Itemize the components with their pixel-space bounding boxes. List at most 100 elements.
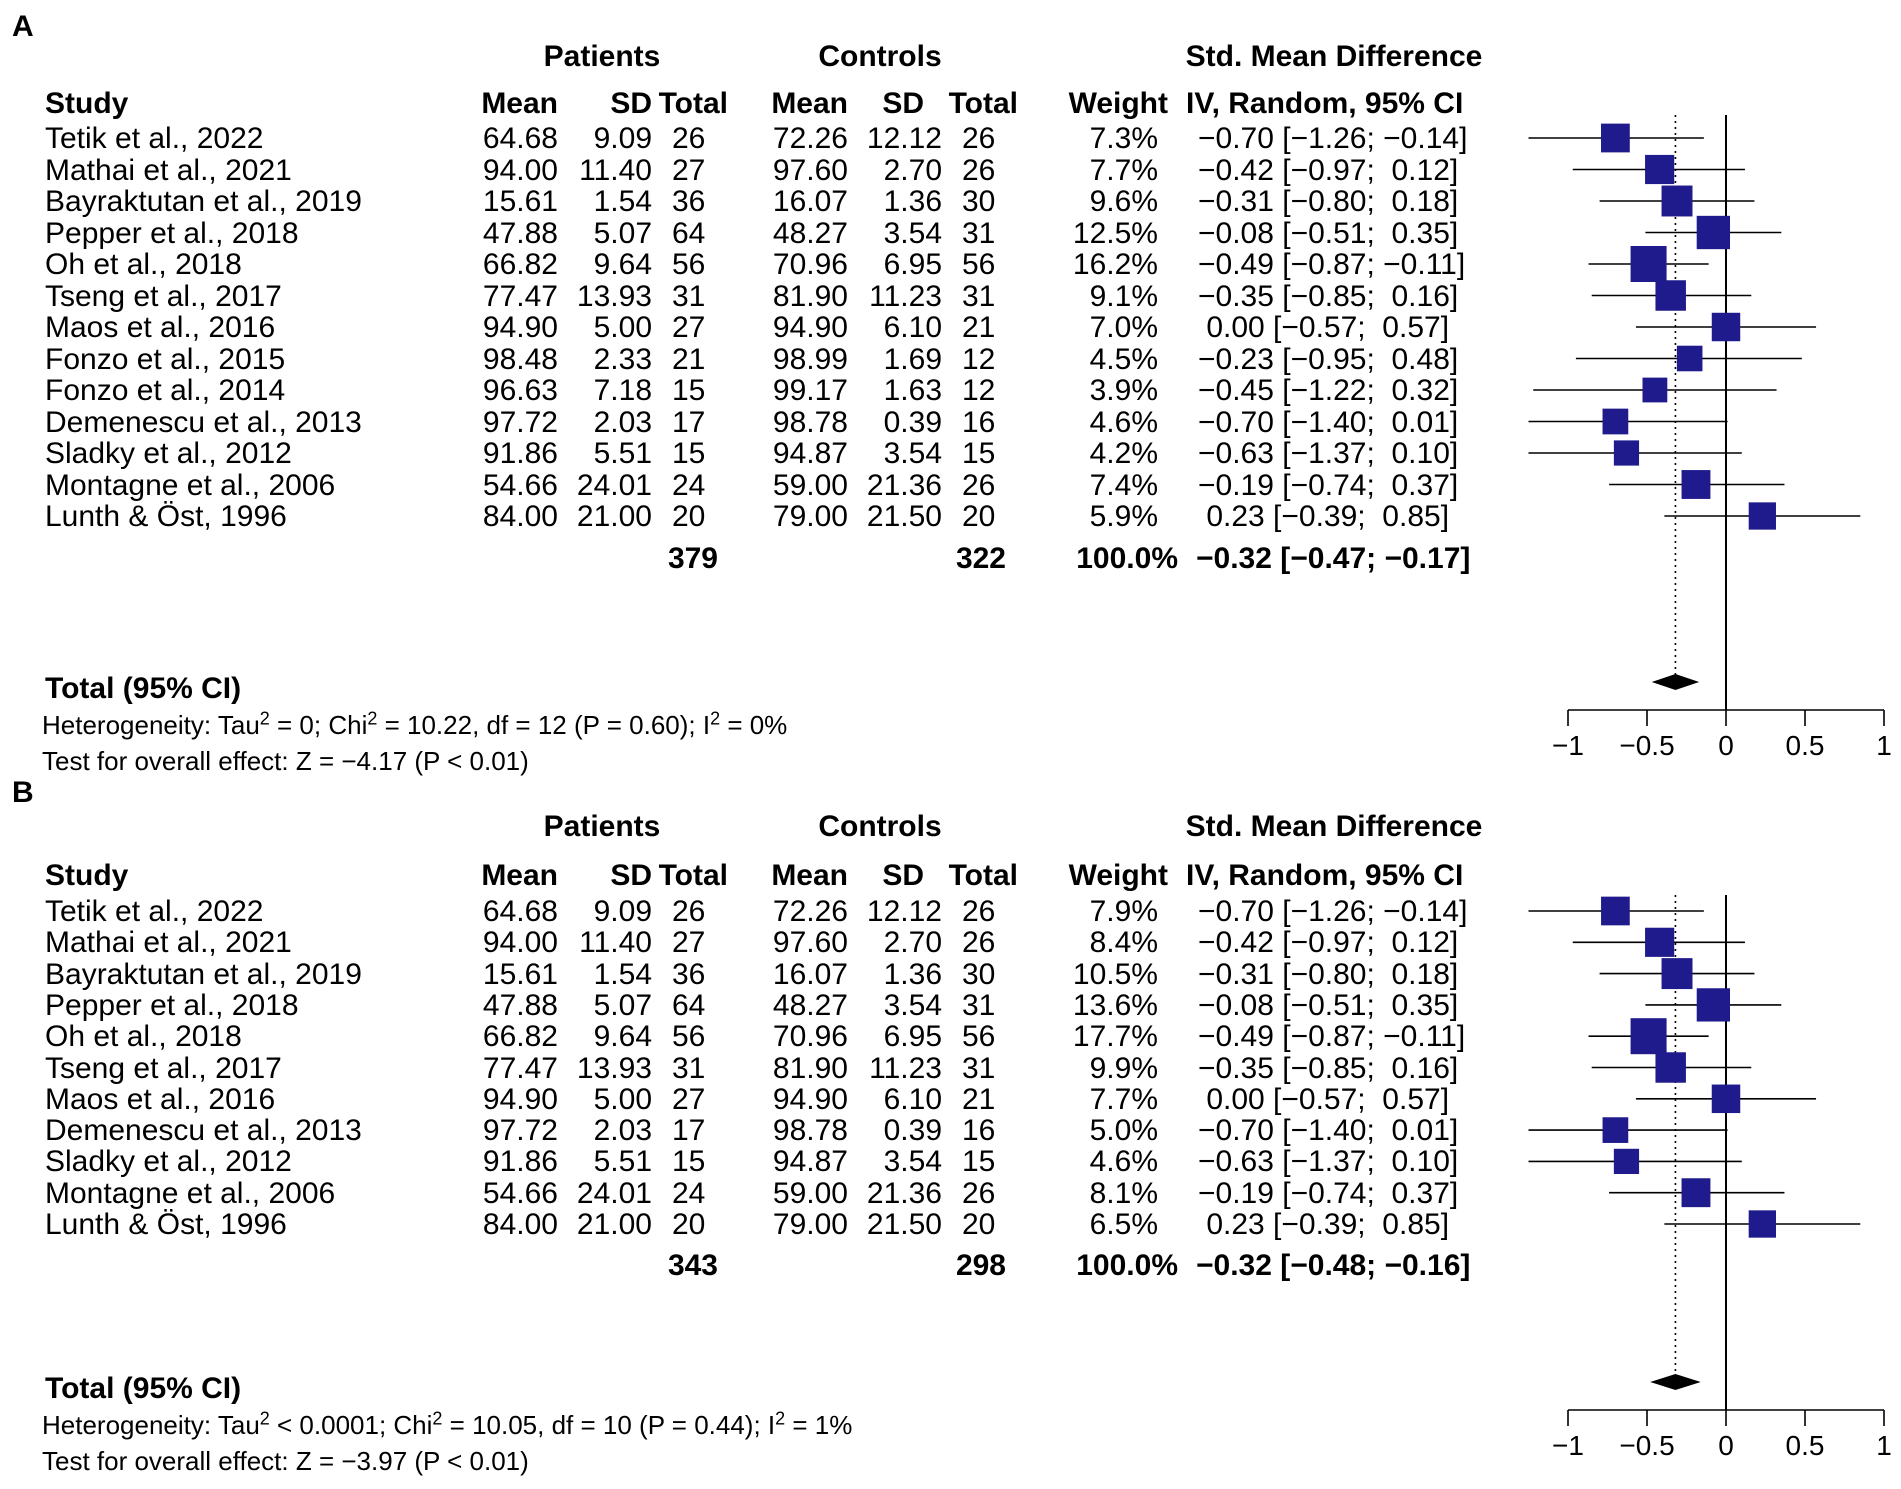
study-effect-square <box>1613 1148 1640 1175</box>
controls-sd: 21.50 <box>866 500 942 533</box>
patients-sd: 2.03 <box>593 1114 652 1148</box>
effect-ci-value: −0.63 [−1.37; 0.10] <box>1198 1145 1459 1179</box>
patients-mean: 84.00 <box>482 500 558 533</box>
superscript-two: 2 <box>259 708 270 729</box>
study-name: Maos et al., 2016 <box>45 1082 276 1116</box>
controls-mean: 97.60 <box>772 153 848 187</box>
patients-total: 17 <box>672 405 706 439</box>
patients-mean: 98.48 <box>482 342 558 376</box>
patients-total: 64 <box>672 216 706 250</box>
effect-ci-value: 0.23 [−0.39; 0.85] <box>1198 500 1450 533</box>
controls-total: 26 <box>962 1176 996 1210</box>
patients-mean: 77.47 <box>482 279 558 313</box>
patients-mean: 94.90 <box>482 1082 558 1116</box>
patients-mean: 64.68 <box>482 122 558 155</box>
controls-total: 26 <box>962 468 996 502</box>
col-header-controls-total: Total <box>948 859 1018 892</box>
controls-total: 30 <box>962 957 996 991</box>
patients-total-sum: 343 <box>667 1249 718 1283</box>
superscript-two: 2 <box>367 708 378 729</box>
patients-sd: 1.54 <box>593 957 652 991</box>
controls-sd: 1.69 <box>883 342 942 376</box>
controls-mean: 72.26 <box>772 122 848 155</box>
weight-value: 4.2% <box>1089 437 1158 470</box>
study-name: Demenescu et al., 2013 <box>45 1114 362 1148</box>
patients-mean: 77.47 <box>482 1051 558 1085</box>
col-header-patients-total: Total <box>658 87 728 120</box>
weight-value: 4.6% <box>1089 1145 1158 1179</box>
patients-total: 20 <box>672 1208 706 1241</box>
study-effect-square <box>1602 1117 1629 1143</box>
heterogeneity-text: Heterogeneity: Tau <box>42 710 260 740</box>
effect-ci-value: −0.63 [−1.37; 0.10] <box>1198 437 1459 470</box>
patients-total: 15 <box>672 1145 706 1179</box>
effect-ci-value: 0.23 [−0.39; 0.85] <box>1198 1208 1450 1241</box>
controls-sd: 1.36 <box>883 957 942 991</box>
effect-ci-value: −0.35 [−0.85; 0.16] <box>1198 279 1459 313</box>
study-effect-square <box>1661 185 1693 217</box>
patients-total: 56 <box>672 248 706 281</box>
study-name: Lunth & Öst, 1996 <box>45 1208 287 1241</box>
panel-letter: A <box>12 10 34 43</box>
study-effect-square <box>1601 896 1630 926</box>
controls-mean: 99.17 <box>772 374 848 407</box>
patients-mean: 97.72 <box>482 405 558 439</box>
col-header-controls-mean: Mean <box>771 859 848 892</box>
col-header-study: Study <box>45 87 129 120</box>
patients-sd: 2.33 <box>593 342 652 376</box>
controls-sd: 12.12 <box>866 895 942 928</box>
effect-ci-value: −0.31 [−0.80; 0.18] <box>1198 957 1459 991</box>
x-axis-tick-label: 0 <box>1718 1430 1734 1461</box>
effect-ci-value: −0.42 [−0.97; 0.12] <box>1198 153 1459 187</box>
patients-total: 31 <box>672 1051 706 1085</box>
controls-total: 31 <box>962 988 996 1022</box>
patients-sd: 9.64 <box>593 248 652 281</box>
x-axis-tick-label: 0.5 <box>1786 1430 1825 1461</box>
controls-total: 16 <box>962 405 996 439</box>
effect-ci-value: −0.70 [−1.40; 0.01] <box>1198 1114 1459 1148</box>
controls-mean: 59.00 <box>772 468 848 502</box>
effect-ci-value: 0.00 [−0.57; 0.57] <box>1198 1082 1450 1116</box>
superscript-two: 2 <box>775 1408 786 1429</box>
effect-ci-value: −0.23 [−0.95; 0.48] <box>1198 342 1459 376</box>
controls-sd: 21.50 <box>866 1208 942 1241</box>
effect-ci-value: −0.35 [−0.85; 0.16] <box>1198 1051 1459 1085</box>
patients-total-sum: 379 <box>667 541 718 575</box>
patients-sd: 5.00 <box>593 1082 652 1116</box>
controls-sd: 3.54 <box>883 988 942 1022</box>
controls-sd: 21.36 <box>866 468 942 502</box>
controls-mean: 98.78 <box>772 1114 848 1148</box>
patients-total: 15 <box>672 374 706 407</box>
patients-total: 26 <box>672 895 706 928</box>
effect-ci-value: −0.19 [−0.74; 0.37] <box>1198 468 1459 502</box>
controls-mean: 59.00 <box>772 1176 848 1210</box>
col-header-patients-sd: SD <box>610 87 652 120</box>
study-name: Mathai et al., 2021 <box>45 153 292 187</box>
effect-ci-value: −0.42 [−0.97; 0.12] <box>1198 926 1459 960</box>
patients-mean: 15.61 <box>482 957 558 991</box>
controls-sd: 11.23 <box>869 1051 942 1085</box>
weight-value: 9.9% <box>1089 1051 1158 1085</box>
weight-value: 5.0% <box>1089 1114 1158 1148</box>
study-name: Pepper et al., 2018 <box>45 216 299 250</box>
controls-total: 12 <box>962 374 996 407</box>
patients-sd: 21.00 <box>576 500 652 533</box>
patients-sd: 5.51 <box>593 1145 652 1179</box>
patients-mean: 47.88 <box>482 216 558 250</box>
weight-value: 9.1% <box>1089 279 1158 313</box>
controls-total: 56 <box>962 1020 996 1054</box>
study-name: Oh et al., 2018 <box>45 1020 242 1054</box>
effect-measure-title: Std. Mean Difference <box>1185 810 1483 843</box>
patients-mean: 94.00 <box>482 926 558 960</box>
weight-value: 7.7% <box>1089 153 1158 187</box>
effect-ci-value: −0.08 [−0.51; 0.35] <box>1198 216 1459 250</box>
weight-value: 7.7% <box>1089 1082 1158 1116</box>
total-95ci-label: Total (95% CI) <box>45 1372 242 1405</box>
study-name: Fonzo et al., 2014 <box>45 374 286 407</box>
study-effect-square <box>1696 215 1731 250</box>
heterogeneity-text: = 10.22, df = 12 (P = 0.60); I <box>377 710 711 740</box>
superscript-two: 2 <box>432 1408 443 1429</box>
study-name: Montagne et al., 2006 <box>45 468 336 502</box>
study-name: Tseng et al., 2017 <box>45 1051 282 1085</box>
controls-sd: 1.36 <box>883 185 942 218</box>
